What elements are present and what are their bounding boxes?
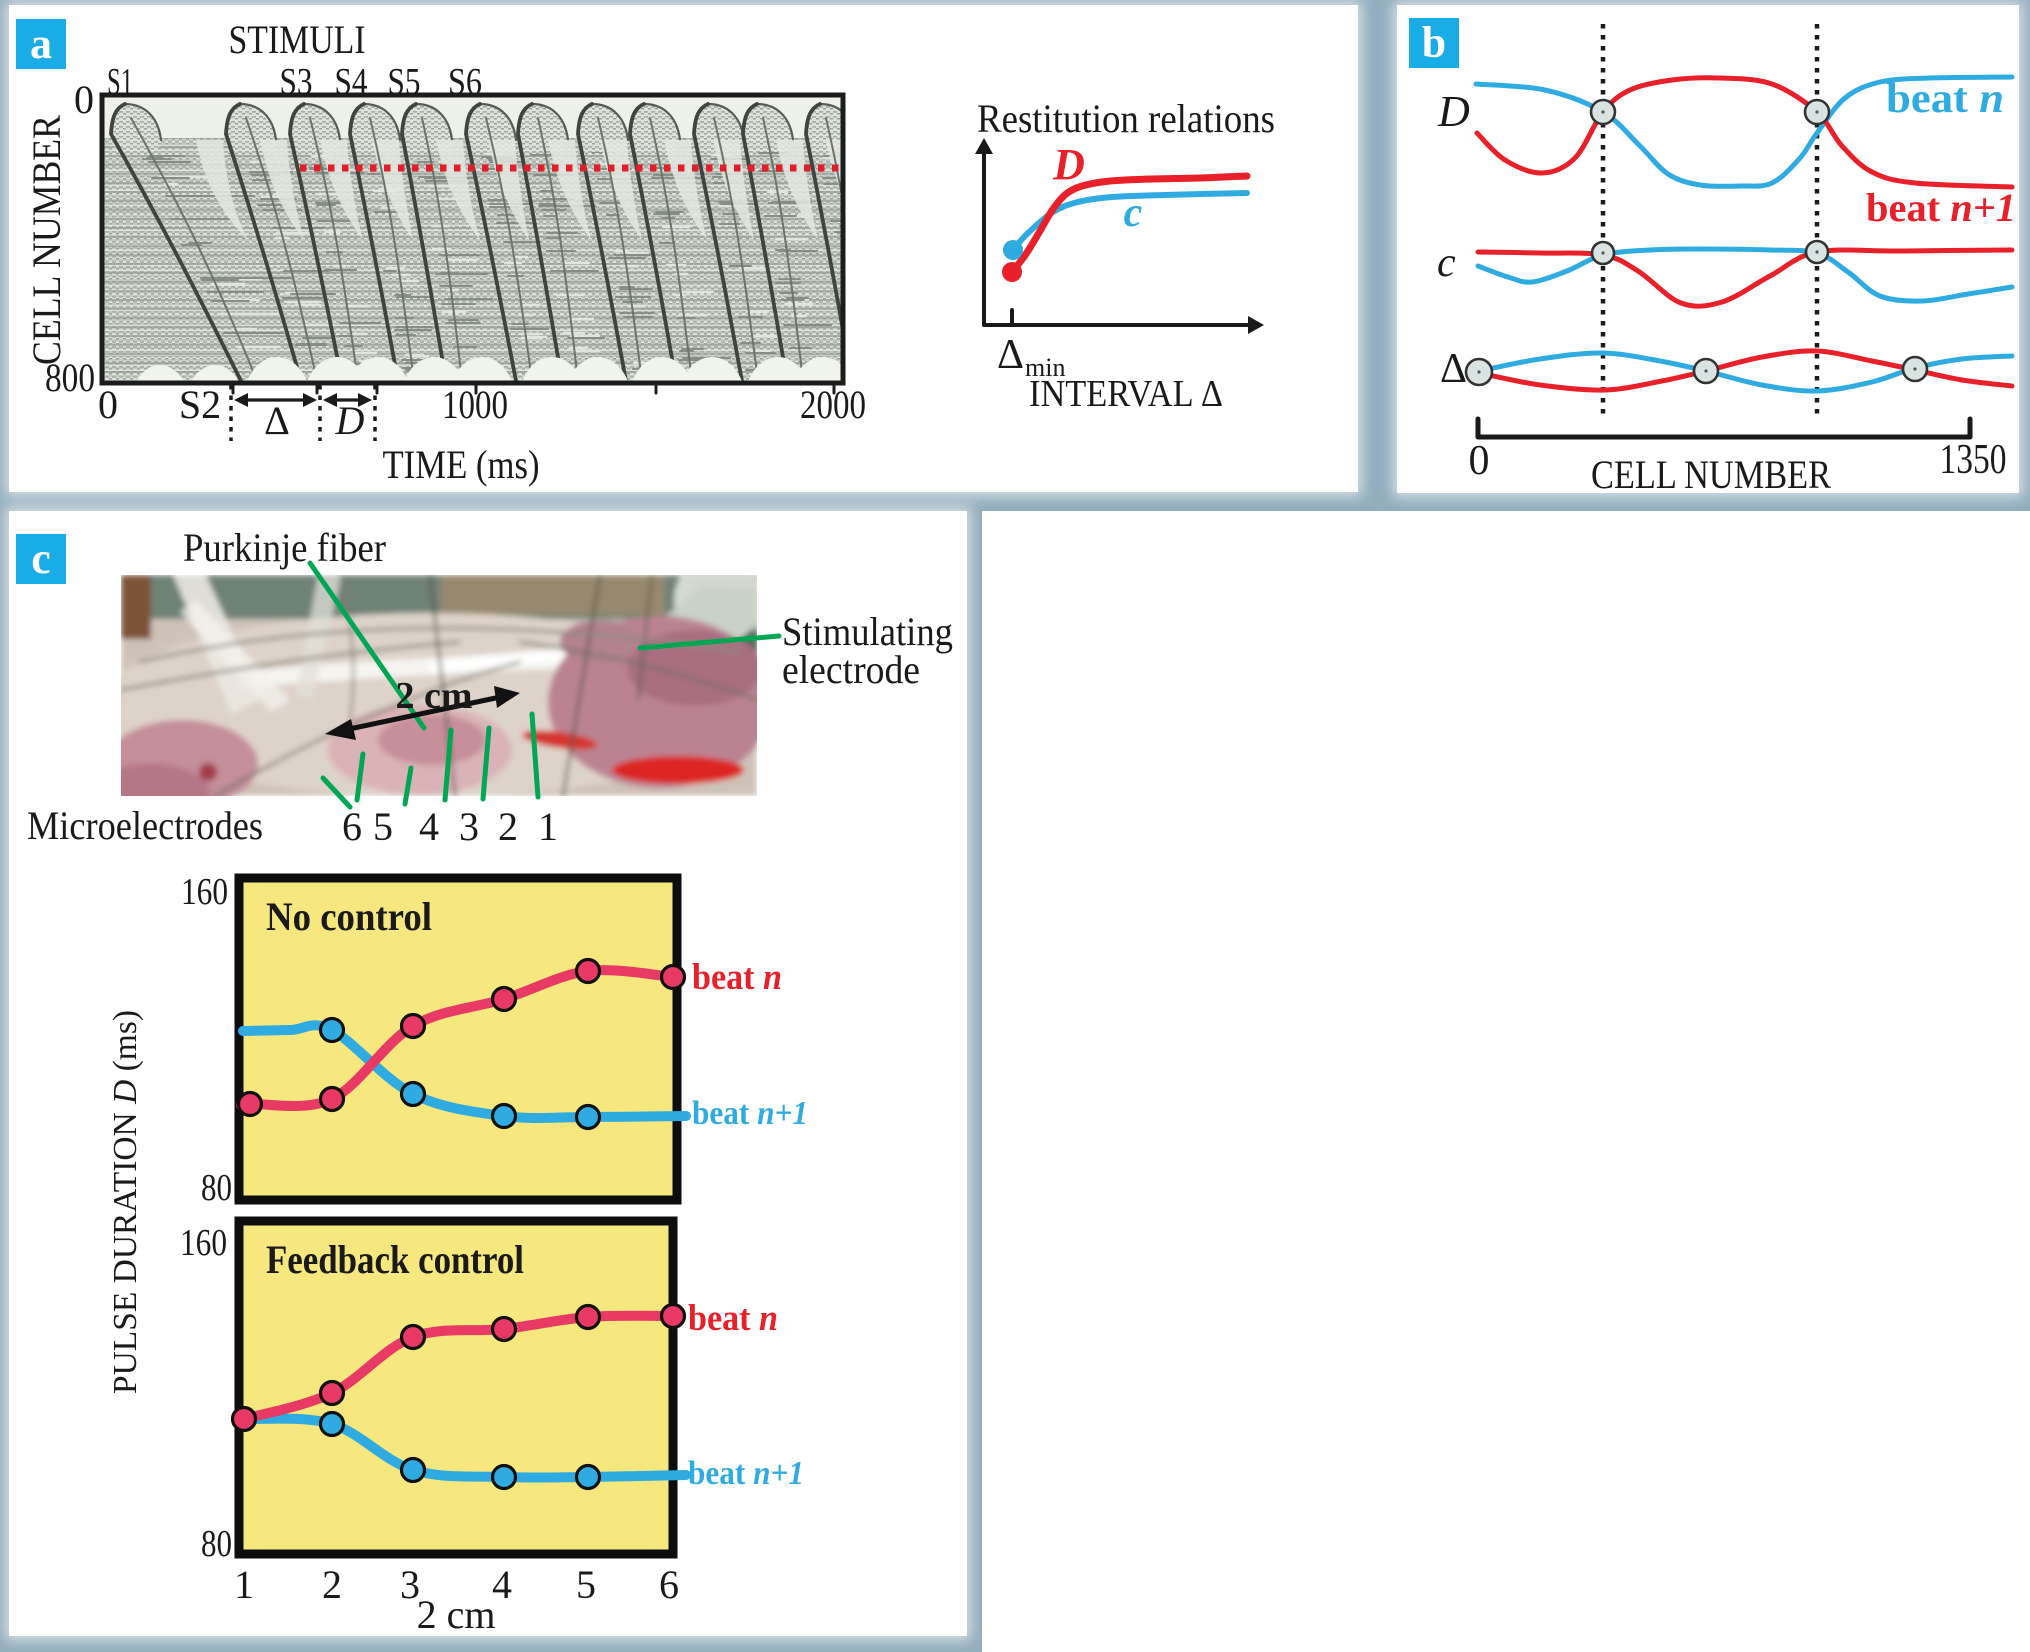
svg-text:PULSE DURATION D (ms): PULSE DURATION D (ms)	[107, 1010, 144, 1394]
svg-text:beat n+1: beat n+1	[1866, 185, 2016, 230]
svg-text:5: 5	[576, 1562, 596, 1607]
svg-text:0: 0	[98, 382, 118, 427]
svg-text:0: 0	[1469, 438, 1490, 484]
svg-text:c: c	[1437, 240, 1456, 286]
svg-text:2 cm: 2 cm	[417, 1592, 496, 1637]
svg-text:min: min	[1025, 353, 1065, 382]
svg-text:TIME (ms): TIME (ms)	[383, 442, 540, 487]
svg-text:80: 80	[201, 1167, 232, 1209]
svg-text:0: 0	[74, 77, 94, 122]
svg-text:beat n+1: beat n+1	[688, 1455, 804, 1492]
svg-text:6: 6	[342, 804, 362, 849]
svg-text:S2: S2	[179, 382, 221, 427]
svg-text:1: 1	[538, 804, 558, 849]
svg-text:beat n: beat n	[692, 957, 782, 998]
svg-text:2: 2	[322, 1562, 342, 1607]
svg-text:2 cm: 2 cm	[395, 675, 472, 717]
svg-text:Δ: Δ	[1440, 346, 1467, 392]
svg-text:Microelectrodes: Microelectrodes	[27, 803, 263, 848]
svg-text:electrode: electrode	[782, 647, 920, 692]
svg-text:80: 80	[201, 1523, 232, 1565]
svg-text:b: b	[1422, 18, 1446, 67]
svg-text:1000: 1000	[442, 382, 508, 427]
svg-text:6: 6	[659, 1562, 679, 1607]
svg-text:4: 4	[492, 1562, 512, 1607]
svg-text:D: D	[1437, 87, 1470, 136]
svg-text:c: c	[31, 534, 51, 583]
svg-text:INTERVAL Δ: INTERVAL Δ	[1029, 373, 1223, 415]
svg-text:800: 800	[45, 355, 95, 400]
svg-text:Δ: Δ	[264, 398, 290, 443]
svg-text:No control: No control	[266, 894, 432, 939]
svg-text:beat n: beat n	[1886, 76, 2004, 122]
svg-text:Δ: Δ	[997, 332, 1024, 378]
svg-text:Purkinje fiber: Purkinje fiber	[183, 525, 386, 570]
svg-text:Restitution relations: Restitution relations	[977, 96, 1275, 141]
svg-text:160: 160	[180, 1222, 227, 1264]
svg-text:4: 4	[419, 804, 439, 849]
svg-text:beat n+1: beat n+1	[692, 1095, 808, 1132]
svg-text:3: 3	[459, 804, 479, 849]
svg-text:160: 160	[181, 871, 228, 913]
svg-text:CELL NUMBER: CELL NUMBER	[24, 115, 69, 365]
svg-text:a: a	[30, 19, 52, 68]
svg-text:STIMULI: STIMULI	[229, 17, 366, 62]
svg-text:D: D	[1052, 140, 1085, 189]
svg-text:beat n: beat n	[688, 1298, 778, 1339]
svg-text:1350: 1350	[1940, 437, 2007, 483]
svg-text:5: 5	[373, 804, 393, 849]
svg-text:Feedback control: Feedback control	[266, 1237, 524, 1282]
svg-text:CELL NUMBER: CELL NUMBER	[1591, 452, 1831, 497]
svg-text:c: c	[1124, 190, 1143, 236]
svg-text:3: 3	[400, 1562, 420, 1607]
svg-text:1: 1	[234, 1562, 254, 1607]
svg-text:Stimulating: Stimulating	[782, 609, 953, 654]
svg-text:2000: 2000	[800, 382, 866, 427]
svg-text:D: D	[335, 398, 365, 443]
svg-text:2: 2	[498, 804, 518, 849]
